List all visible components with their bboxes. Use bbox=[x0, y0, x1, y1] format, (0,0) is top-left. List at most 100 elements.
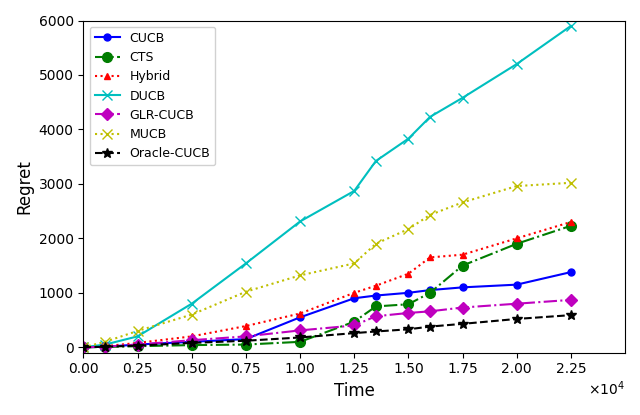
Legend: CUCB, CTS, Hybrid, DUCB, GLR-CUCB, MUCB, Oracle-CUCB: CUCB, CTS, Hybrid, DUCB, GLR-CUCB, MUCB,… bbox=[90, 27, 216, 165]
CTS bbox=[372, 304, 380, 309]
Y-axis label: Regret: Regret bbox=[15, 159, 33, 214]
Hybrid bbox=[188, 334, 196, 339]
CTS bbox=[350, 319, 358, 324]
GLR-CUCB bbox=[79, 345, 87, 350]
GLR-CUCB bbox=[296, 328, 304, 333]
Oracle-CUCB bbox=[513, 317, 520, 322]
Oracle-CUCB bbox=[79, 345, 87, 350]
DUCB bbox=[79, 345, 87, 350]
Oracle-CUCB bbox=[101, 344, 109, 349]
MUCB bbox=[372, 241, 380, 246]
DUCB bbox=[188, 301, 196, 306]
Hybrid bbox=[426, 255, 434, 260]
Oracle-CUCB bbox=[567, 312, 575, 317]
Line: GLR-CUCB: GLR-CUCB bbox=[79, 296, 575, 352]
CUCB bbox=[101, 344, 109, 349]
Oracle-CUCB bbox=[426, 324, 434, 329]
DUCB bbox=[372, 159, 380, 164]
Line: CTS: CTS bbox=[79, 221, 576, 352]
DUCB bbox=[404, 136, 412, 141]
CUCB bbox=[242, 337, 250, 342]
Hybrid bbox=[404, 271, 412, 276]
CTS bbox=[459, 263, 467, 268]
GLR-CUCB bbox=[426, 309, 434, 314]
GLR-CUCB bbox=[188, 338, 196, 343]
Hybrid bbox=[372, 283, 380, 288]
GLR-CUCB bbox=[242, 334, 250, 339]
CTS bbox=[101, 344, 109, 349]
DUCB bbox=[426, 115, 434, 120]
GLR-CUCB bbox=[404, 310, 412, 315]
DUCB bbox=[567, 24, 575, 29]
Hybrid bbox=[79, 345, 87, 350]
MUCB bbox=[101, 339, 109, 344]
Line: CUCB: CUCB bbox=[80, 269, 574, 351]
DUCB bbox=[513, 61, 520, 66]
Hybrid bbox=[296, 311, 304, 316]
CTS bbox=[134, 344, 141, 349]
CUCB bbox=[350, 296, 358, 301]
Text: $\times$10$^4$: $\times$10$^4$ bbox=[588, 379, 625, 398]
MUCB bbox=[134, 328, 141, 333]
Oracle-CUCB bbox=[134, 343, 141, 348]
GLR-CUCB bbox=[134, 342, 141, 347]
Oracle-CUCB bbox=[296, 335, 304, 340]
MUCB bbox=[513, 183, 520, 188]
CUCB bbox=[372, 293, 380, 298]
Oracle-CUCB bbox=[188, 340, 196, 345]
CTS bbox=[404, 302, 412, 307]
DUCB bbox=[296, 219, 304, 224]
Hybrid bbox=[567, 220, 575, 225]
CTS bbox=[513, 241, 520, 246]
CUCB bbox=[296, 315, 304, 320]
GLR-CUCB bbox=[513, 301, 520, 306]
GLR-CUCB bbox=[372, 314, 380, 319]
CUCB bbox=[188, 339, 196, 344]
DUCB bbox=[242, 261, 250, 266]
CUCB bbox=[459, 285, 467, 290]
GLR-CUCB bbox=[567, 298, 575, 303]
CTS bbox=[79, 345, 87, 350]
CUCB bbox=[426, 288, 434, 293]
Line: Hybrid: Hybrid bbox=[80, 219, 574, 351]
Hybrid bbox=[242, 324, 250, 329]
Hybrid bbox=[513, 236, 520, 241]
DUCB bbox=[101, 342, 109, 347]
MUCB bbox=[567, 180, 575, 185]
GLR-CUCB bbox=[101, 344, 109, 349]
Line: Oracle-CUCB: Oracle-CUCB bbox=[79, 310, 576, 352]
Hybrid bbox=[134, 340, 141, 345]
Hybrid bbox=[101, 344, 109, 349]
CTS bbox=[567, 223, 575, 228]
MUCB bbox=[79, 345, 87, 350]
MUCB bbox=[296, 273, 304, 278]
CUCB bbox=[404, 290, 412, 295]
MUCB bbox=[242, 289, 250, 294]
Oracle-CUCB bbox=[350, 331, 358, 336]
Line: DUCB: DUCB bbox=[79, 21, 576, 352]
MUCB bbox=[188, 312, 196, 317]
MUCB bbox=[426, 212, 434, 217]
DUCB bbox=[459, 95, 467, 100]
Oracle-CUCB bbox=[404, 327, 412, 332]
Oracle-CUCB bbox=[242, 338, 250, 343]
Oracle-CUCB bbox=[459, 321, 467, 326]
MUCB bbox=[459, 200, 467, 205]
CUCB bbox=[567, 270, 575, 275]
DUCB bbox=[350, 188, 358, 193]
CUCB bbox=[513, 282, 520, 287]
Hybrid bbox=[459, 252, 467, 257]
Hybrid bbox=[350, 290, 358, 295]
CTS bbox=[426, 290, 434, 295]
CUCB bbox=[134, 342, 141, 347]
GLR-CUCB bbox=[459, 305, 467, 310]
CTS bbox=[188, 343, 196, 348]
CUCB bbox=[79, 345, 87, 350]
GLR-CUCB bbox=[350, 323, 358, 328]
CTS bbox=[242, 342, 250, 347]
MUCB bbox=[350, 261, 358, 266]
Oracle-CUCB bbox=[372, 329, 380, 334]
Line: MUCB: MUCB bbox=[79, 178, 576, 352]
X-axis label: Time: Time bbox=[334, 382, 374, 400]
DUCB bbox=[134, 334, 141, 339]
